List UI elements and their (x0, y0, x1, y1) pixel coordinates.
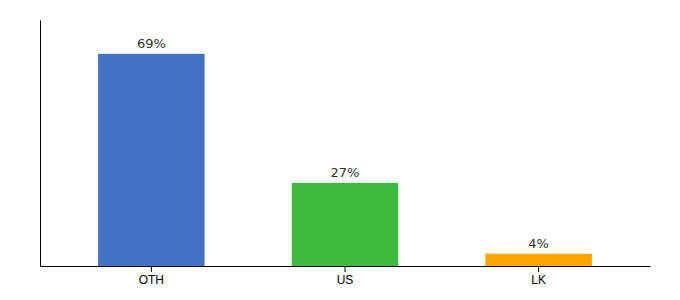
data-label: 27% (331, 165, 360, 180)
x-tick-label: LK (531, 273, 546, 287)
x-tick: OTH (139, 266, 164, 287)
x-tick: US (337, 266, 354, 287)
bar (485, 254, 592, 266)
chart-container: OTH US LK 69% 27% 4% (0, 0, 680, 300)
bar (292, 183, 399, 266)
plot-area: OTH US LK 69% 27% 4% (41, 21, 651, 287)
y-axis-line (40, 21, 41, 267)
x-tick-mark (538, 266, 539, 272)
x-tick-mark (151, 266, 152, 272)
x-tick-label: OTH (139, 273, 164, 287)
data-label: 69% (137, 36, 166, 51)
x-tick: LK (531, 266, 546, 287)
bar (98, 54, 205, 266)
x-tick-label: US (337, 273, 354, 287)
data-label: 4% (528, 236, 549, 251)
x-tick-mark (345, 266, 346, 272)
x-axis: OTH US LK (41, 266, 651, 287)
chart-svg: OTH US LK 69% 27% 4% (0, 0, 680, 300)
data-labels: 69% 27% 4% (137, 36, 549, 251)
y-axis (40, 21, 41, 267)
bars (98, 54, 592, 266)
